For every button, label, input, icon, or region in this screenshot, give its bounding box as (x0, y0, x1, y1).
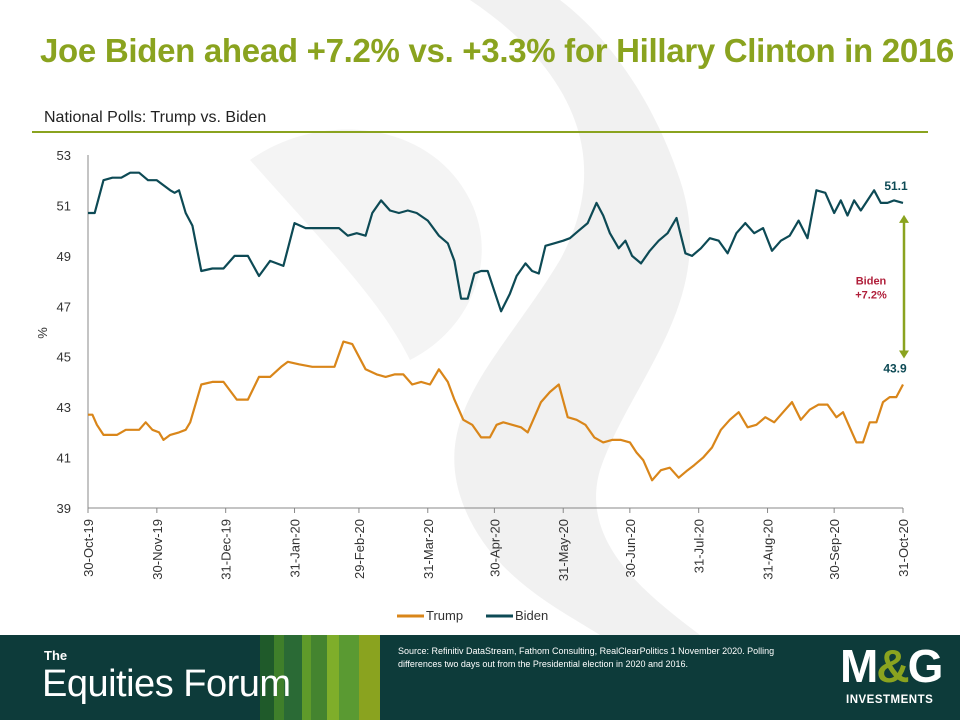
brand-prefix: The (44, 648, 68, 663)
company-logo (818, 635, 960, 720)
x-tick-label: 30-Jun-20 (623, 519, 638, 578)
x-tick-label: 31-Oct-20 (896, 519, 911, 577)
footer-stripe (359, 635, 380, 720)
footer-stripe (274, 635, 284, 720)
y-tick-label: 45 (57, 350, 71, 365)
y-tick-label: 39 (57, 501, 71, 516)
footer-stripe (302, 635, 311, 720)
series-layer (88, 171, 904, 482)
chart-subtitle: National Polls: Trump vs. Biden (44, 109, 267, 126)
y-axis: 39 41 43 45 47 49 51 53 (57, 148, 89, 516)
logo-subtitle: INVESTMENTS (846, 694, 934, 706)
logo-wordmark: M&G (840, 639, 944, 693)
series-biden-line (88, 171, 904, 313)
footer-stripe (327, 635, 339, 720)
x-tick-label: 31-Aug-20 (761, 519, 776, 580)
y-tick-label: 41 (57, 451, 71, 466)
gap-annotation-name: Biden (856, 276, 887, 288)
x-tick-label: 31-Dec-19 (219, 519, 234, 580)
slide-title: Joe Biden ahead +7.2% vs. +3.3% for Hill… (40, 32, 954, 69)
footer-stripe (284, 635, 302, 720)
logo-ampersand: & (876, 640, 909, 692)
trump-end-label: 43.9 (883, 361, 907, 375)
x-axis: 30-Oct-19 30-Nov-19 31-Dec-19 31-Jan-20 29-F… (81, 507, 911, 581)
source-note: Source: Refinitiv DataStream, Fathom Con… (398, 646, 775, 669)
footer-stripe (260, 635, 274, 720)
x-tick-label: 30-Apr-20 (487, 519, 502, 577)
line-chart: 39 41 43 45 47 49 51 53 30-Oct-19 30-Nov-19 31-De… (35, 148, 911, 623)
footer-bar: The Equities Forum Source: Refinitiv Dat… (0, 635, 960, 720)
brand-name: Equities Forum (42, 663, 291, 705)
y-axis-label: % (35, 327, 50, 339)
footer-stripes (260, 635, 380, 720)
x-tick-label: 31-Jan-20 (288, 519, 303, 578)
y-tick-label: 51 (57, 198, 71, 213)
y-tick-label: 49 (57, 249, 71, 264)
logo-letter-m: M (840, 640, 878, 692)
gap-arrow-head-up (899, 214, 909, 223)
x-tick-label: 30-Nov-19 (150, 519, 165, 580)
legend-trump-label: Trump (426, 608, 463, 623)
chart-legend: Trump Biden (397, 608, 548, 623)
logo-letter-g: G (907, 640, 944, 692)
x-tick-label: 31-Jul-20 (692, 519, 707, 573)
gap-annotation-value: +7.2% (855, 290, 887, 302)
y-tick-label: 43 (57, 400, 71, 415)
biden-end-label: 51.1 (884, 179, 908, 193)
footer-stripe (311, 635, 327, 720)
y-tick-label: 53 (57, 148, 71, 163)
x-tick-label: 29-Feb-20 (352, 519, 367, 579)
gap-arrow-head-down (899, 350, 909, 359)
annotation-layer: 51.1 43.9 Biden +7.2% (855, 179, 909, 375)
footer-stripe (339, 635, 359, 720)
title-divider (32, 131, 928, 133)
y-tick-label: 47 (57, 299, 71, 314)
legend-biden-label: Biden (515, 608, 548, 623)
x-tick-label: 31-May-20 (556, 519, 571, 581)
x-tick-label: 31-Mar-20 (421, 519, 436, 579)
x-tick-label: 30-Oct-19 (81, 519, 96, 577)
x-tick-label: 30-Sep-20 (827, 519, 842, 580)
series-trump-line (88, 340, 904, 482)
